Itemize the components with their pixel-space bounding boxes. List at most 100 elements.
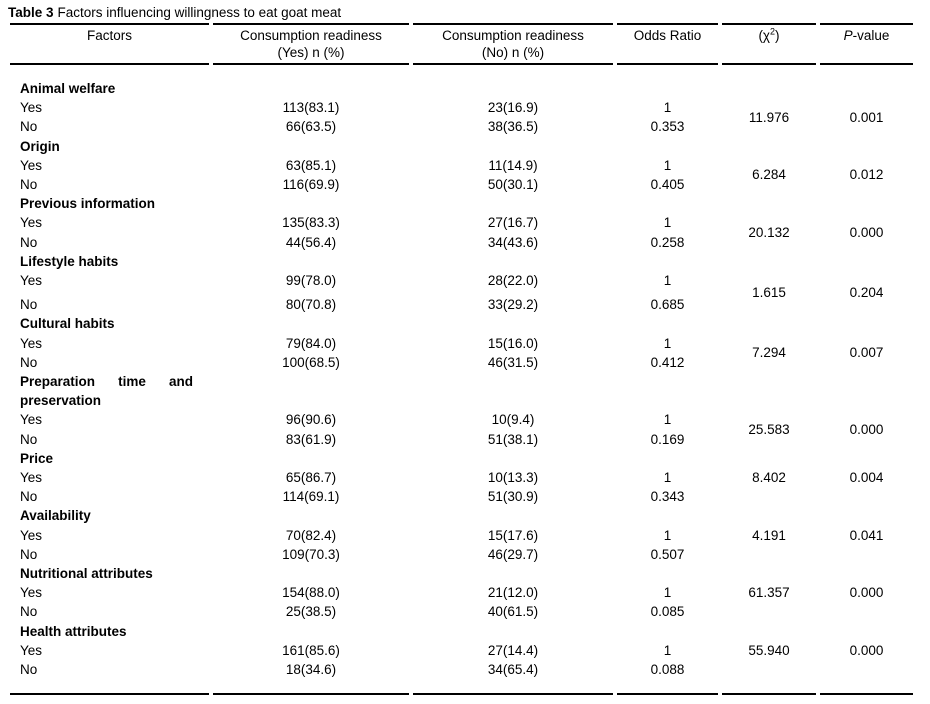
p-value-cell: 0.000 <box>849 422 884 438</box>
header-line-2: (No) n (%) <box>481 45 545 60</box>
row-label-cell: No <box>20 662 38 678</box>
odds-ratio-cell: 1 <box>663 273 672 289</box>
factor-heading-row: Availability <box>10 506 913 525</box>
yes-row: Yes 161(85.6) 27(14.4) 1 55.940 0.000 <box>10 641 913 660</box>
empty-cell <box>213 252 409 271</box>
empty-cell <box>413 622 613 641</box>
empty-cell <box>213 372 409 410</box>
consumption-no-cell: 51(30.9) <box>487 489 539 505</box>
p-value-cell: 0.204 <box>849 285 884 301</box>
consumption-no-cell: 10(13.3) <box>487 470 539 486</box>
factor-name-cell: Preparation time and preservation <box>20 374 193 409</box>
consumption-yes-cell: 154(88.0) <box>282 585 340 601</box>
consumption-yes-cell: 113(83.1) <box>282 100 340 116</box>
consumption-no-cell: 34(65.4) <box>487 662 539 678</box>
empty-cell <box>617 449 718 468</box>
spacer-cell <box>617 679 718 696</box>
odds-ratio-cell: 0.353 <box>650 119 685 135</box>
row-label-cell: No <box>20 489 38 505</box>
factor-name-cell: Price <box>20 450 54 466</box>
consumption-no-cell: 28(22.0) <box>487 273 539 289</box>
empty-cell <box>617 314 718 333</box>
yes-row: Yes 96(90.6) 10(9.4) 1 25.583 0.000 <box>10 410 913 437</box>
factor-name-cell: Nutritional attributes <box>20 566 153 582</box>
consumption-yes-cell: 99(78.0) <box>285 273 337 289</box>
empty-cell <box>413 564 613 583</box>
no-row: No 80(70.8) 33(29.2) 0.685 <box>10 290 913 314</box>
consumption-yes-cell: 114(69.1) <box>282 489 340 505</box>
consumption-no-cell: 33(29.2) <box>487 297 539 313</box>
empty-cell <box>722 449 816 468</box>
empty-cell <box>820 449 913 468</box>
consumption-yes-cell: 63(85.1) <box>285 157 337 173</box>
chi-square-cell: 6.284 <box>752 167 786 183</box>
empty-cell <box>213 79 409 98</box>
factor-heading-row: Lifestyle habits <box>10 252 913 271</box>
chi-square-cell: 8.402 <box>752 470 786 486</box>
odds-ratio-cell: 0.169 <box>650 431 685 447</box>
no-row: No 114(69.1) 51(30.9) 0.343 <box>10 487 913 506</box>
chi-square-cell: 11.976 <box>748 109 790 125</box>
odds-ratio-cell: 0.343 <box>650 489 685 505</box>
chi-square-cell: 20.132 <box>748 225 790 241</box>
odds-ratio-cell: 1 <box>663 470 672 486</box>
factor-name-cell: Origin <box>20 138 60 154</box>
header-line-1: Consumption readiness <box>240 28 382 43</box>
spacer-cell <box>617 65 718 79</box>
odds-ratio-cell: 1 <box>663 215 672 231</box>
row-label-cell: Yes <box>20 585 43 601</box>
p-value-cell: 0.000 <box>849 585 884 601</box>
yes-row: Yes 79(84.0) 15(16.0) 1 7.294 0.007 <box>10 334 913 361</box>
no-row: No 116(69.9) 50(30.1) 0.405 <box>10 175 913 194</box>
row-label-cell: Yes <box>20 273 43 289</box>
no-row: No 66(63.5) 38(36.5) 0.353 <box>10 117 913 136</box>
empty-cell <box>722 137 816 156</box>
chi-square-cell: 7.294 <box>752 345 786 361</box>
factor-heading-row: Animal welfare <box>10 79 913 98</box>
consumption-no-cell: 51(38.1) <box>487 431 539 447</box>
consumption-yes-cell: 25(38.5) <box>285 604 337 620</box>
consumption-no-cell: 21(12.0) <box>487 585 539 601</box>
empty-cell <box>722 314 816 333</box>
no-row: No 100(68.5) 46(31.5) 0.412 <box>10 353 913 372</box>
empty-cell <box>213 314 409 333</box>
row-label-cell: No <box>20 119 38 135</box>
empty-cell <box>617 622 718 641</box>
consumption-yes-cell: 135(83.3) <box>282 215 340 231</box>
factor-name-cell: Health attributes <box>20 623 127 639</box>
row-label-cell: Yes <box>20 335 43 351</box>
chi-superscript: 2 <box>770 26 776 37</box>
table-caption: Table 3 Factors influencing willingness t… <box>8 5 930 21</box>
spacer-cell <box>820 65 913 79</box>
empty-cell <box>617 79 718 98</box>
empty-cell <box>213 137 409 156</box>
chi-square-cell: 4.191 <box>752 527 786 543</box>
consumption-no-cell: 46(29.7) <box>487 546 539 562</box>
odds-ratio-cell: 1 <box>663 527 672 543</box>
empty-cell <box>820 194 913 213</box>
odds-ratio-cell: 0.405 <box>650 177 685 193</box>
spacer-cell <box>722 65 816 79</box>
consumption-no-cell: 15(17.6) <box>487 527 539 543</box>
caption-text: Factors influencing willingness to eat g… <box>57 5 342 20</box>
empty-cell <box>722 252 816 271</box>
chi-square-cell: 25.583 <box>748 422 790 438</box>
p-value-cell: 0.012 <box>849 167 884 183</box>
empty-cell <box>820 564 913 583</box>
empty-cell <box>820 314 913 333</box>
header-line-1: Consumption readiness <box>442 28 584 43</box>
factor-heading-row: Origin <box>10 137 913 156</box>
empty-cell <box>617 564 718 583</box>
yes-row: Yes 135(83.3) 27(16.7) 1 20.132 0.000 <box>10 213 913 240</box>
consumption-yes-cell: 66(63.5) <box>285 119 337 135</box>
consumption-no-cell: 27(16.7) <box>487 215 539 231</box>
odds-ratio-cell: 1 <box>663 335 672 351</box>
odds-ratio-cell: 0.412 <box>650 354 685 370</box>
chi-symbol: (χ <box>758 28 771 43</box>
yes-row: Yes 70(82.4) 15(17.6) 1 4.191 0.041 <box>10 526 913 545</box>
consumption-no-cell: 11(14.9) <box>488 157 538 173</box>
odds-ratio-cell: 1 <box>663 585 672 601</box>
p-symbol: P <box>843 28 853 43</box>
yes-row: Yes 99(78.0) 28(22.0) 1 1.615 0.204 <box>10 271 913 300</box>
